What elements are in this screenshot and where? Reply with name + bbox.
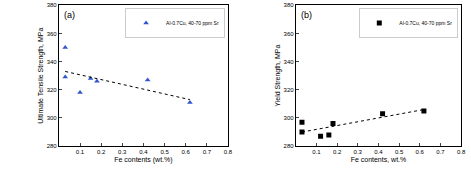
- svg-text:0.5: 0.5: [395, 149, 404, 155]
- svg-text:0.6: 0.6: [182, 149, 191, 155]
- svg-text:(a): (a): [64, 10, 75, 20]
- svg-text:280: 280: [47, 143, 58, 149]
- svg-text:380: 380: [47, 2, 58, 8]
- svg-text:0.8: 0.8: [224, 149, 233, 155]
- svg-text:340: 340: [47, 59, 58, 65]
- svg-text:0.3: 0.3: [354, 149, 363, 155]
- svg-text:360: 360: [284, 31, 295, 37]
- svg-text:0.7: 0.7: [436, 149, 445, 155]
- svg-text:Al-0.7Cu, 40-70 ppm Sr: Al-0.7Cu, 40-70 ppm Sr: [166, 20, 219, 26]
- svg-text:0.1: 0.1: [312, 149, 321, 155]
- svg-text:0.3: 0.3: [118, 149, 127, 155]
- svg-text:0.7: 0.7: [203, 149, 212, 155]
- svg-text:0.8: 0.8: [457, 149, 466, 155]
- svg-text:300: 300: [47, 115, 58, 121]
- svg-text:(b): (b): [301, 10, 312, 20]
- svg-text:Fe contents, wt.%: Fe contents, wt.%: [351, 156, 407, 163]
- svg-text:340: 340: [284, 59, 295, 65]
- svg-text:0.4: 0.4: [139, 149, 148, 155]
- svg-text:0.4: 0.4: [374, 149, 383, 155]
- svg-text:Al-0.7Cu, 40-70 ppm Sr: Al-0.7Cu, 40-70 ppm Sr: [399, 20, 452, 26]
- svg-text:320: 320: [47, 87, 58, 93]
- svg-text:0.2: 0.2: [333, 149, 342, 155]
- svg-text:360: 360: [47, 31, 58, 37]
- svg-text:0.1: 0.1: [76, 149, 85, 155]
- svg-text:380: 380: [284, 2, 295, 8]
- svg-text:0.5: 0.5: [160, 149, 169, 155]
- svg-text:280: 280: [284, 143, 295, 149]
- svg-text:Yield Strength, MPa: Yield Strength, MPa: [274, 45, 282, 107]
- svg-text:320: 320: [284, 87, 295, 93]
- svg-text:0.6: 0.6: [416, 149, 425, 155]
- svg-text:300: 300: [284, 115, 295, 121]
- svg-text:0.2: 0.2: [97, 149, 106, 155]
- svg-text:Fe contents (wt.%): Fe contents (wt.%): [114, 156, 172, 164]
- svg-text:Ultimate Tensile Strength, MPa: Ultimate Tensile Strength, MPa: [37, 28, 45, 124]
